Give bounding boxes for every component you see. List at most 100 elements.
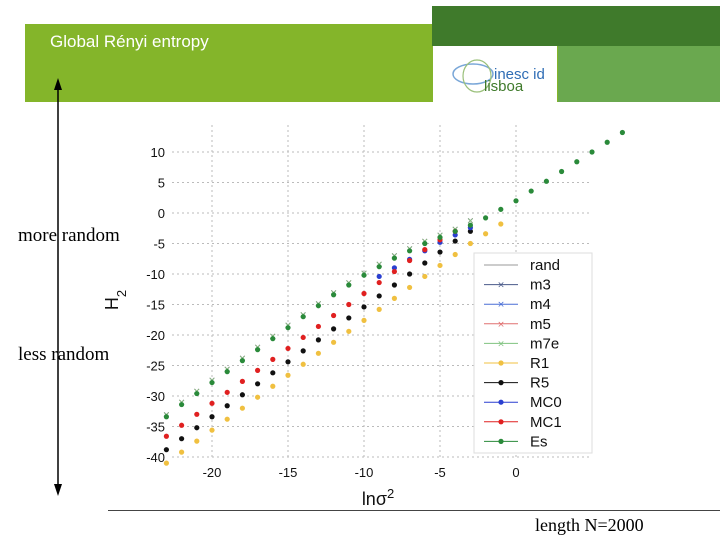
legend-marker — [498, 380, 504, 386]
data-point-r1 — [300, 361, 306, 367]
arrow-down-icon — [54, 484, 62, 496]
data-point-es — [407, 248, 413, 254]
data-point-mc1 — [270, 356, 276, 362]
data-point-r5 — [391, 282, 397, 288]
data-point-mc1 — [315, 323, 321, 330]
data-point-es — [483, 215, 489, 221]
legend-marker — [498, 438, 504, 444]
x-tick-label: 0 — [512, 465, 519, 480]
data-point-r1 — [407, 284, 413, 291]
data-point-r1 — [315, 350, 321, 356]
data-point-m3: × — [467, 216, 475, 226]
data-point-r1 — [391, 295, 397, 301]
data-point-es — [346, 282, 352, 288]
data-point-mc1 — [331, 312, 337, 319]
data-point-es — [270, 336, 276, 342]
data-point-r1 — [239, 405, 245, 411]
data-point-r5 — [270, 370, 276, 376]
y-tick-label: -20 — [146, 328, 165, 343]
y-tick-label: 0 — [158, 206, 165, 221]
legend-marker: × — [497, 339, 505, 349]
data-point-r5 — [224, 403, 230, 409]
data-point-r5 — [376, 293, 382, 299]
data-point-es — [209, 379, 215, 386]
data-point-es — [589, 149, 595, 155]
y-tick-label: -10 — [146, 267, 165, 282]
legend-label-m4: m4 — [530, 296, 551, 313]
y-axis-label: H2 — [102, 290, 129, 310]
footer-divider — [108, 510, 720, 511]
data-point-es — [467, 222, 473, 228]
tick-labels: -20 -15 -10 -5 0 10 5 0 -5 -10 -15 -20 -25 -30 -35 -40 — [146, 145, 519, 480]
data-point-r1 — [467, 240, 473, 247]
data-point-es — [452, 228, 458, 234]
y-tick-label: -25 — [146, 359, 165, 374]
data-point-mc1 — [407, 257, 413, 264]
data-point-r5 — [194, 425, 200, 431]
x-tick-label: -10 — [355, 465, 374, 480]
data-point-r1 — [346, 328, 352, 334]
randomness-arrow — [54, 78, 62, 496]
legend-marker — [498, 399, 504, 405]
legend-label-mc1: MC1 — [530, 414, 562, 431]
data-point-r5 — [285, 359, 291, 365]
legend-label-es: Es — [530, 433, 548, 450]
data-point-r5 — [331, 326, 337, 332]
logo-wordmark-bottom: lisboa — [484, 78, 524, 95]
data-point-r5 — [407, 271, 413, 277]
header-image-right — [558, 46, 720, 102]
data-point-es — [543, 178, 550, 184]
data-point-r5 — [163, 447, 169, 453]
data-point-mc0 — [452, 232, 458, 238]
legend-label-r1: R1 — [530, 355, 549, 372]
data-point-es — [559, 168, 565, 175]
logo-wordmark-top: inesc id — [494, 66, 545, 83]
legend: rand × m3 × m4 × m5 × m7e R1 R5 MC0 MC1 Es — [473, 252, 593, 454]
y-tick-label: -5 — [153, 237, 165, 252]
data-point-r1 — [498, 221, 504, 227]
data-point-r5 — [422, 260, 428, 266]
data-point-es — [315, 303, 321, 309]
data-point-es — [391, 255, 397, 261]
data-point-es — [179, 401, 185, 408]
data-point-mc0 — [391, 265, 397, 271]
data-point-r1 — [483, 231, 489, 237]
legend-marker: × — [497, 281, 505, 291]
y-tick-label: 5 — [158, 176, 165, 191]
data-point-mc1 — [163, 433, 169, 439]
data-point-mc1 — [209, 400, 215, 406]
data-point-r5 — [300, 348, 306, 354]
data-point-r1 — [285, 372, 291, 378]
data-point-mc1 — [224, 389, 230, 395]
logo-swirl-icon — [452, 59, 494, 93]
data-point-es — [376, 264, 382, 270]
data-point-mc1 — [422, 247, 428, 253]
legend-label-rand: rand — [530, 257, 560, 274]
data-point-r1 — [163, 460, 169, 466]
data-point-es — [574, 159, 580, 165]
data-point-m5: × — [467, 216, 475, 226]
data-point-r1 — [361, 317, 367, 323]
y-tick-label: 10 — [151, 145, 165, 160]
data-point-r1 — [224, 416, 230, 422]
data-point-r1 — [255, 394, 261, 400]
grid-lines — [172, 125, 590, 460]
legend-label-m5: m5 — [530, 316, 551, 333]
data-points: ××××××××××××××××××××××××××××××××××××××××… — [163, 129, 626, 466]
data-point-es — [513, 198, 519, 204]
data-point-mc0 — [376, 273, 382, 280]
slide-title: Global Rényi entropy — [50, 32, 209, 51]
data-point-es — [528, 188, 534, 194]
data-point-r5 — [452, 238, 458, 244]
data-point-mc1 — [179, 422, 185, 428]
data-point-r5 — [179, 436, 185, 442]
legend-marker: × — [497, 320, 505, 330]
data-point-r1 — [194, 438, 200, 444]
data-point-es — [437, 234, 443, 240]
logo — [433, 46, 557, 102]
data-point-mc1 — [300, 334, 306, 341]
data-point-es — [163, 414, 169, 420]
data-point-r5 — [239, 392, 245, 398]
data-point-es — [300, 314, 306, 320]
